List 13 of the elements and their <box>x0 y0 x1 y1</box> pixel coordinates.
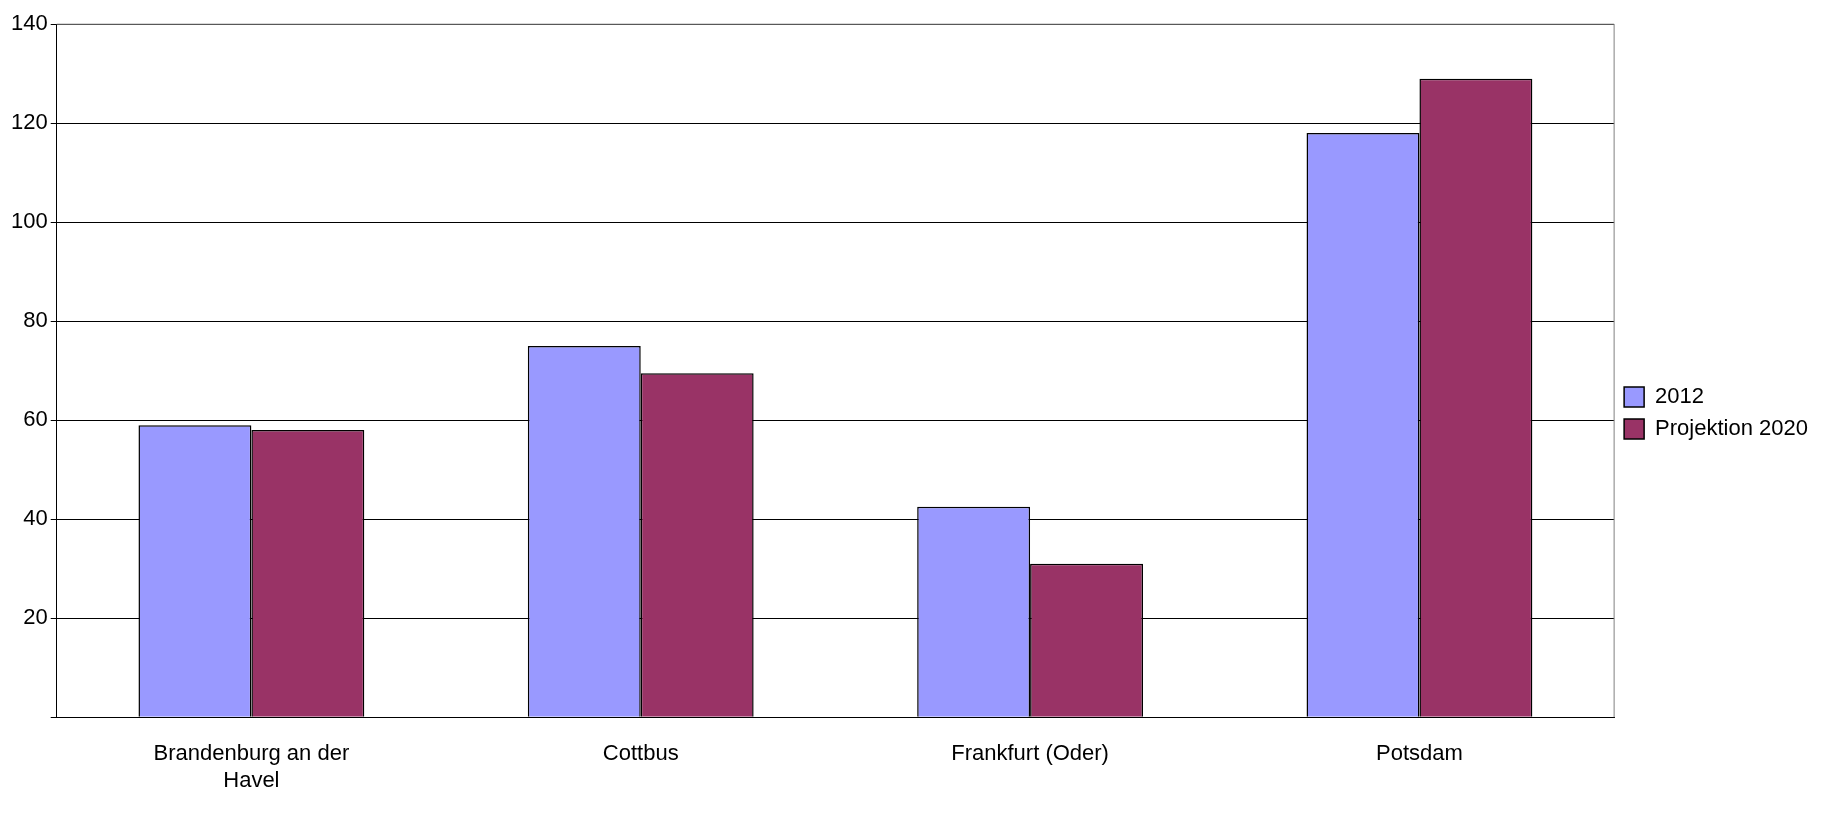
y-tick-label: 60 <box>23 406 48 432</box>
y-tick-label: 80 <box>23 307 48 333</box>
y-tick-label: 40 <box>23 505 48 531</box>
y-tick-label: 100 <box>10 208 48 234</box>
x-tick-label: Potsdam <box>1376 740 1463 766</box>
y-tick-label: 20 <box>23 604 48 630</box>
y-tick-label: 140 <box>10 10 48 36</box>
x-tick-label: Cottbus <box>602 740 679 766</box>
legend-label: 2012 <box>1655 383 1705 409</box>
x-tick-label: Frankfurt (Oder) <box>951 740 1109 766</box>
y-tick-label: 120 <box>10 109 48 135</box>
x-tick-label: Brandenburg an der Havel <box>153 740 350 792</box>
legend-label: Projektion 2020 <box>1655 415 1809 441</box>
